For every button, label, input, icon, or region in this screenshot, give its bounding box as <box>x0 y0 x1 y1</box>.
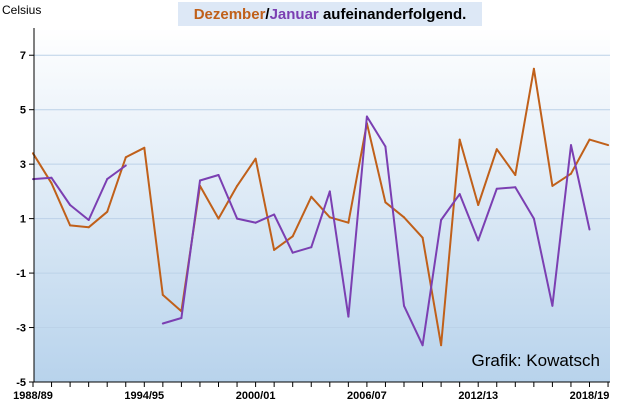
data-point-dezember <box>69 224 72 227</box>
y-ticks: 7 5 3 1 -1 -3 -5 <box>16 50 34 389</box>
y-tick-label: 1 <box>20 214 26 226</box>
data-point-januar <box>217 174 220 176</box>
data-point-dezember <box>551 184 554 187</box>
data-point-dezember <box>217 217 220 220</box>
data-point-dezember <box>50 182 53 185</box>
data-point-dezember <box>440 344 443 347</box>
y-tick-label: -1 <box>16 268 26 280</box>
plot-area <box>34 28 610 382</box>
data-point-januar <box>87 219 90 221</box>
data-point-januar <box>551 304 554 307</box>
data-point-januar <box>477 239 480 242</box>
data-point-januar <box>199 179 201 182</box>
data-point-januar <box>291 251 294 254</box>
y-tick-label: 5 <box>20 105 26 117</box>
data-point-dezember <box>384 201 387 204</box>
data-point-dezember <box>588 138 591 141</box>
y-tick-label: 3 <box>20 159 26 171</box>
data-point-januar <box>254 221 257 224</box>
data-point-dezember <box>273 248 276 251</box>
x-tick-label: 2018/19 <box>570 390 610 402</box>
data-point-januar <box>403 304 405 307</box>
data-point-dezember <box>570 172 572 175</box>
credit-label: Grafik: Kowatsch <box>472 351 601 370</box>
x-tick-label: 1994/95 <box>124 390 164 402</box>
series-layer <box>32 67 610 347</box>
data-point-januar <box>514 186 517 189</box>
data-point-dezember <box>477 204 480 206</box>
data-point-dezember <box>532 67 535 70</box>
data-point-januar <box>106 178 109 181</box>
data-point-dezember <box>607 144 610 147</box>
data-point-dezember <box>514 174 517 176</box>
data-point-dezember <box>161 293 164 296</box>
data-point-dezember <box>291 235 294 238</box>
data-point-januar <box>328 190 331 193</box>
y-axis-unit-label: Celsius <box>2 3 41 17</box>
data-point-januar <box>180 317 183 319</box>
x-tick-label: 1988/89 <box>13 390 53 402</box>
data-point-januar <box>495 187 498 190</box>
data-point-dezember <box>124 156 127 159</box>
data-point-dezember <box>87 226 90 229</box>
title-box <box>178 2 482 26</box>
x-tick-label: 2000/01 <box>236 390 276 402</box>
data-point-dezember <box>347 221 350 224</box>
data-point-januar <box>458 193 461 196</box>
data-point-dezember <box>403 216 405 219</box>
grid <box>34 54 610 329</box>
data-point-januar <box>161 322 164 325</box>
data-point-januar <box>273 213 276 216</box>
x-tick-label: 2006/07 <box>347 390 387 402</box>
data-point-januar <box>310 246 313 249</box>
series-line-dezember <box>32 67 609 347</box>
y-tick-label: -3 <box>16 323 26 335</box>
data-point-januar <box>588 228 591 231</box>
data-point-dezember <box>328 216 331 219</box>
series-line-januar <box>32 115 591 347</box>
data-point-dezember <box>458 138 461 141</box>
data-point-dezember <box>106 210 109 213</box>
y-tick-label: 7 <box>20 50 26 62</box>
data-point-januar <box>570 144 572 147</box>
x-tick-label: 2012/13 <box>458 390 498 402</box>
data-point-januar <box>384 145 387 148</box>
title-part: / <box>265 6 270 23</box>
data-point-dezember <box>421 236 424 239</box>
data-point-januar <box>124 164 127 167</box>
data-point-januar <box>347 315 350 318</box>
data-point-januar <box>421 344 424 347</box>
data-point-dezember <box>495 148 498 151</box>
title-part: aufeinanderfolgend. <box>319 6 467 23</box>
data-point-januar <box>69 204 72 206</box>
data-point-dezember <box>310 195 313 198</box>
chart-title: Dezember/Januar aufeinanderfolgend. <box>194 6 467 23</box>
title-part: Dezember <box>194 6 266 23</box>
data-point-januar <box>50 176 53 179</box>
y-tick-label: -5 <box>16 377 26 389</box>
x-ticks: 1988/89 1994/95 2000/01 2006/07 2012/13 2018/… <box>13 382 609 402</box>
data-point-januar <box>532 217 535 220</box>
data-point-januar <box>365 115 368 118</box>
data-point-dezember <box>143 146 146 149</box>
title-part: Januar <box>270 6 319 23</box>
data-point-dezember <box>236 184 239 187</box>
axes <box>33 28 610 383</box>
data-point-dezember <box>254 157 257 160</box>
data-point-januar <box>440 219 443 221</box>
data-point-januar <box>236 217 239 220</box>
